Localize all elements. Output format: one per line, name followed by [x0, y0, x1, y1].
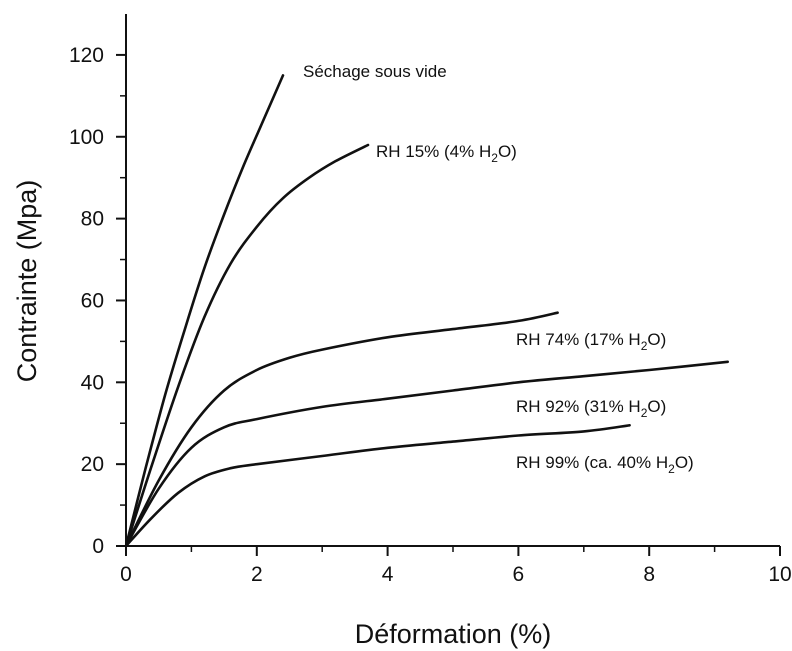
x-tick-label: 6: [513, 563, 525, 586]
x-axis-title: Déformation (%): [355, 619, 552, 649]
series-line: [124, 360, 729, 548]
y-tick-label: 60: [81, 289, 104, 312]
x-tick-label: 4: [382, 563, 394, 586]
y-tick-label: 0: [92, 535, 104, 558]
x-tick-label: 10: [768, 563, 791, 586]
y-axis-title: Contrainte (Mpa): [12, 180, 42, 383]
series-group: [124, 74, 729, 548]
series-line: [124, 311, 559, 548]
series-labels: Séchage sous vide RH 15% (4% H2O) RH 74% (…: [303, 62, 694, 476]
y-tick-label: 80: [81, 208, 104, 231]
series-label: RH 15% (4% H2O): [376, 142, 517, 165]
y-tick-label: 100: [69, 126, 104, 149]
series-line: [124, 74, 285, 548]
x-tick-label: 0: [120, 563, 132, 586]
y-tick-label: 120: [69, 44, 104, 67]
series-label: RH 92% (31% H2O): [516, 397, 666, 420]
series-line: [124, 424, 631, 548]
series-label: RH 74% (17% H2O): [516, 330, 666, 353]
x-tick-label: 8: [643, 563, 655, 586]
series-line: [124, 143, 370, 548]
y-tick-label: 20: [81, 453, 104, 476]
y-tick-label: 40: [81, 371, 104, 394]
x-tick-label: 2: [251, 563, 263, 586]
series-label: Séchage sous vide: [303, 62, 447, 81]
series-label: RH 99% (ca. 40% H2O): [516, 453, 694, 476]
